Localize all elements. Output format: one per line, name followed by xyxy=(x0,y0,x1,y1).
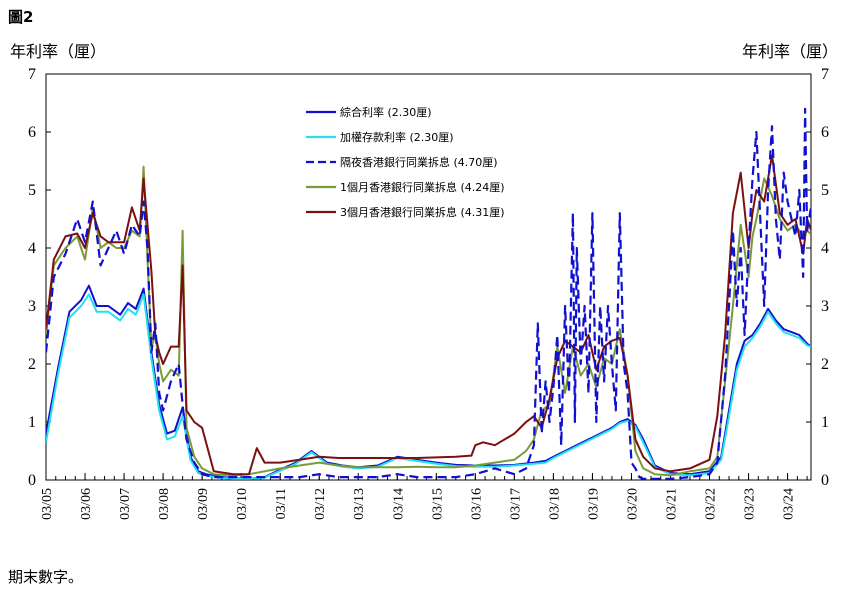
x-tick-label: 03/22 xyxy=(704,488,719,520)
chart-axes: 0 0 1 1 2 2 3 3 4 4 5 5 6 6 7 7 03/05 03/06 03/07 03/08 03/0… xyxy=(28,66,829,520)
legend-label-3: 1個月香港銀行同業拆息 (4.24厘) xyxy=(340,180,505,194)
y-tick-label-left: 7 xyxy=(28,66,36,83)
y-tick-label-right: 6 xyxy=(821,124,829,141)
y-tick-label-left: 0 xyxy=(28,472,36,489)
legend-label-1: 加權存款利率 (2.30厘) xyxy=(340,130,454,144)
chart-legend: 綜合利率 (2.30厘) 加權存款利率 (2.30厘) 隔夜香港銀行同業拆息 (4.… xyxy=(306,105,505,219)
y-tick-label-right: 7 xyxy=(821,66,829,83)
x-tick-label: 03/07 xyxy=(118,488,133,520)
x-tick-label: 03/15 xyxy=(430,488,445,520)
legend-label-0: 綜合利率 (2.30厘) xyxy=(340,105,432,119)
series-layer xyxy=(46,107,811,480)
x-tick-label: 03/06 xyxy=(79,488,94,520)
x-tick-label: 03/08 xyxy=(157,488,172,520)
y-tick-label-left: 1 xyxy=(28,414,36,431)
footnote: 期末數字。 xyxy=(8,568,84,586)
x-tick-label: 03/14 xyxy=(391,488,406,520)
legend-label-4: 3個月香港銀行同業拆息 (4.31厘) xyxy=(340,205,505,219)
y-tick-label-left: 4 xyxy=(28,240,36,257)
series-line-2 xyxy=(46,107,811,480)
x-tick-label: 03/13 xyxy=(352,488,367,520)
y-tick-label-right: 1 xyxy=(821,414,829,431)
y-tick-label-right: 5 xyxy=(821,182,829,199)
y-tick-label-right: 0 xyxy=(821,472,829,489)
plot-frame xyxy=(45,73,812,481)
x-tick-label: 03/23 xyxy=(743,488,758,520)
y-tick-label-right: 3 xyxy=(821,298,829,315)
x-tick-label: 03/20 xyxy=(625,488,640,520)
series-line-0 xyxy=(46,284,811,480)
x-tick-label: 03/17 xyxy=(508,488,523,520)
y-tick-label-right: 2 xyxy=(821,356,829,373)
x-tick-label: 03/12 xyxy=(313,488,328,520)
y-tick-label-left: 3 xyxy=(28,298,36,315)
y-tick-label-left: 5 xyxy=(28,182,36,199)
x-tick-label: 03/19 xyxy=(586,488,601,520)
x-tick-label: 03/05 xyxy=(40,488,55,520)
x-tick-label: 03/11 xyxy=(274,488,289,519)
interest-rate-chart: 0 0 1 1 2 2 3 3 4 4 5 5 6 6 7 7 03/05 03/06 03/07 03/08 03/0… xyxy=(28,66,829,520)
series-line-1 xyxy=(46,293,811,480)
series-line-4 xyxy=(46,154,811,476)
y-axis-label-right: 年利率（厘） xyxy=(741,42,838,61)
y-axis-label-left: 年利率（厘） xyxy=(10,42,107,61)
x-tick-label: 03/21 xyxy=(664,488,679,520)
legend-label-2: 隔夜香港銀行同業拆息 (4.70厘) xyxy=(340,155,498,169)
x-tick-label: 03/18 xyxy=(547,488,562,520)
x-tick-label: 03/10 xyxy=(235,488,250,520)
x-tick-label: 03/09 xyxy=(196,488,211,520)
y-tick-label-right: 4 xyxy=(821,240,829,257)
y-tick-label-left: 2 xyxy=(28,356,36,373)
y-tick-label-left: 6 xyxy=(28,124,36,141)
x-tick-label: 03/16 xyxy=(469,488,484,520)
figure-label: 圖2 xyxy=(8,8,34,26)
x-tick-label: 03/24 xyxy=(782,488,797,520)
